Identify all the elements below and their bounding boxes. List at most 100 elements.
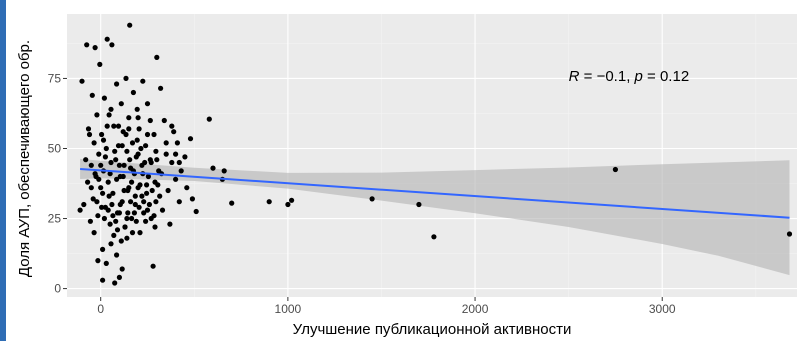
data-point bbox=[612, 166, 619, 173]
data-points bbox=[77, 22, 793, 286]
data-point bbox=[92, 171, 98, 177]
data-point bbox=[266, 199, 272, 205]
data-point bbox=[141, 199, 147, 205]
data-point bbox=[173, 176, 179, 182]
data-point bbox=[129, 215, 135, 222]
data-point bbox=[91, 230, 97, 236]
data-point bbox=[178, 168, 184, 174]
data-point bbox=[155, 182, 161, 188]
data-point bbox=[104, 123, 110, 129]
data-point bbox=[285, 201, 291, 208]
data-point bbox=[118, 238, 124, 244]
data-point bbox=[124, 235, 130, 241]
y-axis-ticks: 0 25 50 75 bbox=[48, 71, 67, 296]
data-point bbox=[88, 185, 94, 191]
data-point bbox=[81, 201, 87, 208]
data-point bbox=[77, 207, 83, 213]
data-point bbox=[174, 140, 180, 146]
data-point bbox=[105, 179, 111, 185]
data-point bbox=[104, 36, 110, 42]
data-point bbox=[129, 140, 136, 146]
y-axis-title: Доля АУП, обеспечивающего обр. bbox=[16, 40, 33, 277]
data-point bbox=[106, 112, 112, 118]
data-point bbox=[144, 101, 151, 107]
x-tick-label: 0 bbox=[97, 302, 104, 316]
data-point bbox=[169, 123, 175, 129]
data-point bbox=[158, 85, 164, 91]
data-point bbox=[221, 168, 227, 174]
data-point bbox=[124, 215, 130, 222]
data-point bbox=[100, 277, 106, 283]
data-point bbox=[123, 131, 129, 138]
data-point bbox=[107, 171, 113, 177]
data-point bbox=[115, 143, 122, 149]
data-point bbox=[173, 151, 179, 157]
data-point bbox=[141, 210, 147, 216]
data-point bbox=[152, 224, 158, 230]
data-point bbox=[110, 190, 116, 196]
data-point bbox=[129, 230, 136, 236]
data-point bbox=[132, 201, 138, 208]
data-point bbox=[416, 201, 422, 208]
data-point bbox=[144, 131, 151, 138]
data-point bbox=[786, 231, 793, 237]
data-point bbox=[108, 241, 114, 247]
data-point bbox=[151, 131, 157, 138]
data-point bbox=[108, 159, 114, 166]
data-point bbox=[113, 157, 119, 163]
regression-line bbox=[80, 167, 790, 219]
data-point bbox=[79, 78, 85, 84]
data-point bbox=[106, 193, 112, 199]
data-point bbox=[101, 95, 107, 101]
data-point bbox=[135, 115, 141, 121]
data-point bbox=[116, 210, 122, 216]
data-point bbox=[143, 143, 149, 149]
data-point bbox=[102, 154, 108, 160]
data-point bbox=[97, 61, 103, 67]
data-point bbox=[129, 179, 135, 185]
data-point bbox=[95, 213, 101, 219]
x-axis-title: Улучшение публикационной активности bbox=[293, 321, 572, 338]
data-point bbox=[147, 117, 153, 124]
data-point bbox=[133, 218, 139, 224]
data-point bbox=[126, 115, 132, 121]
data-point bbox=[100, 246, 106, 252]
data-point bbox=[159, 207, 166, 213]
data-point bbox=[88, 162, 94, 168]
data-point bbox=[153, 199, 159, 205]
data-point bbox=[135, 151, 141, 157]
data-point bbox=[182, 154, 188, 160]
data-point bbox=[144, 207, 151, 213]
data-point bbox=[187, 136, 194, 142]
data-point bbox=[96, 151, 102, 157]
data-point bbox=[85, 179, 91, 185]
data-point bbox=[96, 176, 102, 182]
data-point bbox=[90, 196, 96, 202]
correlation-annotation: R = −0.1, p = 0.12 bbox=[569, 68, 690, 85]
data-point bbox=[138, 145, 144, 152]
data-point bbox=[99, 131, 105, 138]
data-point bbox=[114, 227, 121, 233]
data-point bbox=[125, 210, 131, 216]
data-point bbox=[114, 176, 120, 182]
data-point bbox=[116, 162, 122, 168]
data-point bbox=[136, 126, 142, 132]
x-tick-label: 3000 bbox=[649, 302, 676, 316]
x-tick-label: 2000 bbox=[462, 302, 489, 316]
confidence-ribbon bbox=[80, 158, 790, 276]
data-point bbox=[176, 199, 182, 205]
x-axis-ticks: 0 1000 2000 3000 bbox=[97, 297, 676, 316]
data-point bbox=[137, 230, 143, 236]
data-point bbox=[148, 215, 154, 222]
data-point bbox=[92, 45, 98, 51]
left-accent-bar bbox=[0, 0, 6, 341]
data-point bbox=[140, 78, 146, 84]
data-point bbox=[206, 116, 212, 122]
data-point bbox=[193, 208, 199, 215]
data-point bbox=[144, 190, 150, 196]
data-point bbox=[431, 234, 437, 240]
data-point bbox=[98, 185, 104, 191]
data-point bbox=[184, 185, 190, 191]
data-point bbox=[119, 143, 125, 149]
data-point bbox=[95, 258, 101, 264]
